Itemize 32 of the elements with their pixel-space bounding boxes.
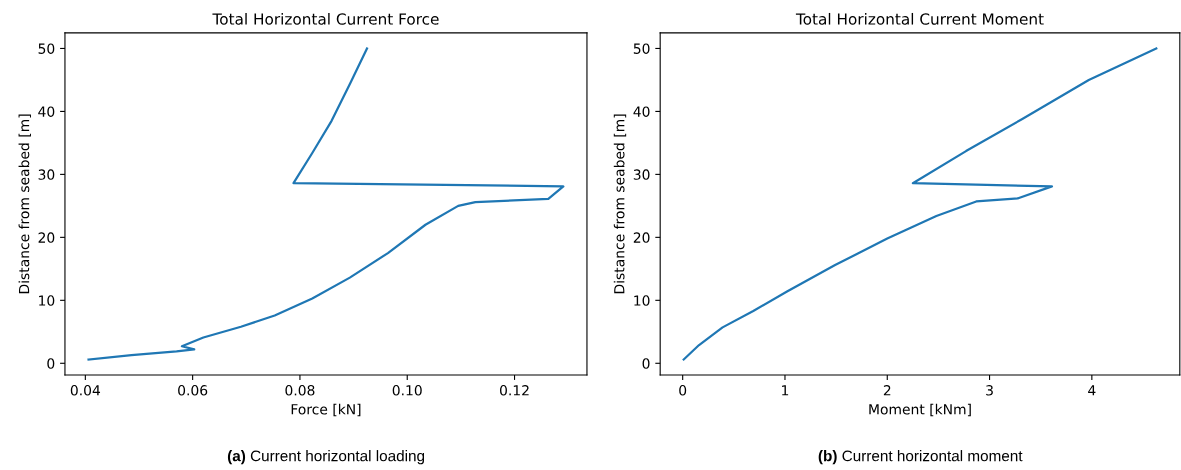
x-axis-title: Force [kN] [291, 403, 361, 417]
x-tick-label: 4 [1088, 385, 1096, 396]
x-axis-title: Moment [kNm] [869, 403, 971, 417]
chart-title: Total Horizontal Current Moment [795, 12, 1044, 25]
text: (a) Current horizontal loading [227, 450, 425, 465]
y-tick-label: 0 [47, 358, 55, 369]
x-tick-label: 0.04 [70, 385, 101, 396]
y-tick-label: 50 [38, 43, 55, 54]
x-tick-label: 1 [782, 385, 789, 396]
y-tick-label: 50 [633, 43, 650, 54]
y-tick-label: 30 [633, 169, 650, 180]
y-tick-label: 30 [38, 169, 55, 180]
y-tick-label: 10 [39, 295, 55, 306]
y-tick-label: 10 [634, 295, 650, 306]
y-axis-title: Distance from seabed [m] [613, 114, 627, 294]
chart-title: Total Horizontal Current Force [212, 12, 439, 25]
y-tick-label: 0 [642, 358, 650, 369]
x-tick-label: 0.10 [392, 385, 422, 396]
x-tick-label: 0.06 [178, 385, 208, 396]
x-tick-label: 0 [679, 385, 687, 396]
line-series [682, 47, 1158, 361]
x-tick-label: 3 [986, 385, 993, 396]
y-tick-label: 20 [38, 232, 55, 243]
x-tick-label: 0.08 [285, 385, 315, 396]
x-tick-label: 2 [883, 385, 891, 396]
y-tick-label: 40 [633, 106, 650, 117]
text: (b) Current horizontal moment [818, 450, 1023, 465]
x-tick-label: 0.12 [499, 385, 529, 396]
y-tick-label: 40 [38, 106, 55, 117]
y-axis-title: Distance from seabed [m] [18, 114, 31, 294]
line-series [87, 47, 565, 361]
y-tick-label: 20 [633, 232, 650, 243]
